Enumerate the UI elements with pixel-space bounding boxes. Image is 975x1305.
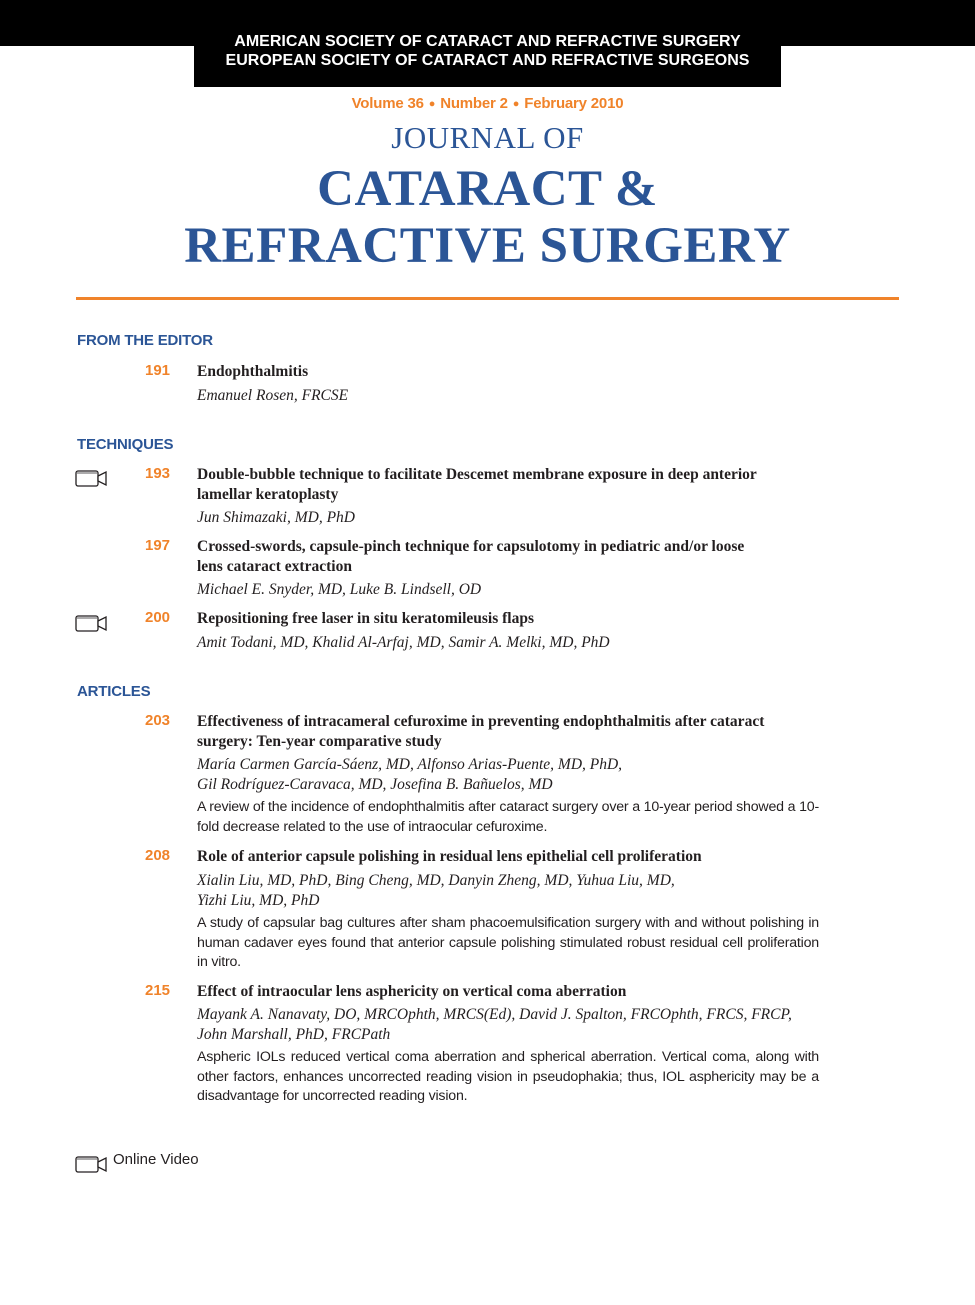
authors-line: María Carmen García-Sáenz, MD, Alfonso A…	[197, 756, 623, 773]
article-abstract: A review of the incidence of endophthalm…	[197, 799, 819, 835]
online-video-legend: Online Video	[113, 1151, 199, 1168]
section-heading-editor: FROM THE EDITOR	[77, 332, 213, 349]
society-banner: AMERICAN SOCIETY OF CATARACT AND REFRACT…	[194, 0, 781, 87]
page-number[interactable]: 208	[145, 847, 171, 864]
page-number[interactable]: 200	[145, 609, 171, 626]
article-title[interactable]: Endophthalmitis	[197, 363, 309, 380]
issue-number: Number 2	[440, 95, 508, 112]
authors-line: John Marshall, PhD, FRCPath	[197, 1026, 391, 1043]
article-title-line: Crossed-swords, capsule-pinch technique …	[197, 538, 745, 555]
article-title[interactable]: Effect of intraocular lens asphericity o…	[197, 983, 627, 1000]
section-heading-techniques: TECHNIQUES	[77, 436, 174, 453]
article-abstract: A study of capsular bag cultures after s…	[197, 915, 819, 970]
article-title-line: lens cataract extraction	[197, 557, 352, 575]
orange-divider	[76, 297, 899, 300]
article-authors: Amit Todani, MD, Khalid Al-Arfaj, MD, Sa…	[197, 634, 610, 651]
bullet-icon: ●	[512, 98, 520, 110]
article-title-line: Effectiveness of intracameral cefuroxime…	[197, 713, 765, 730]
journal-title-line2: REFRACTIVE SURGERY	[184, 218, 791, 274]
article-title-line: surgery: Ten-year comparative study	[197, 732, 442, 750]
article-authors: Michael E. Snyder, MD, Luke B. Lindsell,…	[197, 581, 482, 598]
article-title[interactable]: Repositioning free laser in situ keratom…	[197, 610, 534, 627]
authors-line: Xialin Liu, MD, PhD, Bing Cheng, MD, Dan…	[197, 872, 675, 889]
page-number[interactable]: 193	[145, 465, 171, 482]
journal-title-line1: CATARACT &	[317, 161, 658, 217]
article-title[interactable]: Double-bubble technique to facilitate De…	[197, 465, 802, 504]
article-authors: Mayank A. Nanavaty, DO, MRCOphth, MRCS(E…	[197, 1005, 827, 1045]
page-number[interactable]: 191	[145, 362, 171, 379]
video-camera-icon	[75, 1156, 107, 1173]
society-line-european: EUROPEAN SOCIETY OF CATARACT AND REFRACT…	[225, 52, 750, 69]
authors-line: Gil Rodríguez-Caravaca, MD, Josefina B. …	[197, 776, 553, 793]
article-abstract: Aspheric IOLs reduced vertical coma aber…	[197, 1049, 819, 1104]
society-line-american: AMERICAN SOCIETY OF CATARACT AND REFRACT…	[234, 33, 741, 50]
article-title[interactable]: Effectiveness of intracameral cefuroxime…	[197, 712, 802, 751]
page-number[interactable]: 215	[145, 982, 171, 999]
article-authors: María Carmen García-Sáenz, MD, Alfonso A…	[197, 755, 827, 795]
issue-date: February 2010	[524, 95, 624, 112]
page-number[interactable]: 203	[145, 712, 171, 729]
authors-line: Mayank A. Nanavaty, DO, MRCOphth, MRCS(E…	[197, 1006, 792, 1023]
article-authors: Emanuel Rosen, FRCSE	[197, 387, 349, 404]
article-title[interactable]: Crossed-swords, capsule-pinch technique …	[197, 537, 802, 576]
video-camera-icon	[75, 470, 107, 487]
article-title-line: lamellar keratoplasty	[197, 485, 339, 503]
page-number[interactable]: 197	[145, 537, 171, 554]
issue-info: Volume 36 ● Number 2 ● February 2010	[0, 95, 975, 112]
article-authors: Jun Shimazaki, MD, PhD	[197, 509, 355, 526]
article-title-line: Double-bubble technique to facilitate De…	[197, 466, 757, 483]
video-camera-icon	[75, 615, 107, 632]
journal-of-label: JOURNAL OF	[391, 120, 584, 155]
authors-line: Yizhi Liu, MD, PhD	[197, 892, 320, 909]
volume: Volume 36	[351, 95, 424, 112]
article-authors: Xialin Liu, MD, PhD, Bing Cheng, MD, Dan…	[197, 871, 827, 911]
article-title[interactable]: Role of anterior capsule polishing in re…	[197, 848, 702, 865]
bullet-icon: ●	[428, 98, 436, 110]
section-heading-articles: ARTICLES	[77, 683, 151, 700]
